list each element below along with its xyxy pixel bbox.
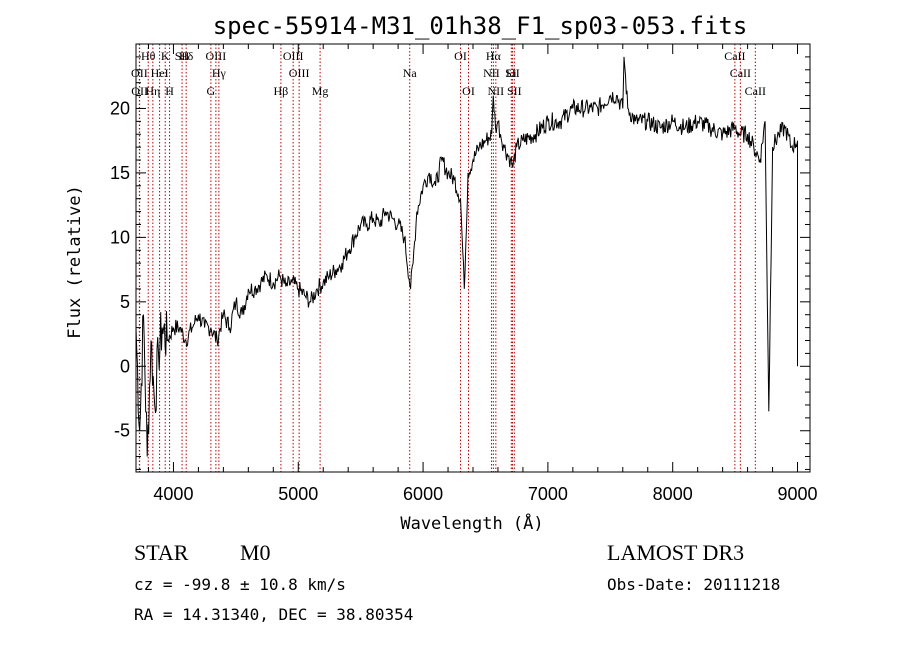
line-label-row2-5: Na xyxy=(403,66,418,80)
line-label-row3-2: H xyxy=(165,84,174,98)
line-label-row1-6: Hα xyxy=(486,49,502,63)
line-label-row1-1: K xyxy=(161,49,170,63)
y-tick-label-5: 20 xyxy=(110,98,130,118)
spectral-lines xyxy=(138,44,756,472)
x-tick-label-0: 4000 xyxy=(153,484,193,504)
x-tick-label-4: 8000 xyxy=(653,484,693,504)
line-label-row2-4: OIII xyxy=(289,66,310,80)
chart-title: spec-55914-M31_01h38_F1_sp03-053.fits xyxy=(213,12,748,40)
line-label-row1-8: CaII xyxy=(724,49,745,63)
plot-frame xyxy=(135,43,811,473)
x-tick-label-5: 9000 xyxy=(777,484,817,504)
line-label-row1-4: OIII xyxy=(283,49,304,63)
line-label-row2-3: Hγ xyxy=(212,66,227,80)
line-label-row3-1: Hη xyxy=(145,84,160,98)
line-label-row3-8: SII xyxy=(507,84,522,98)
y-axis: -5 0 5 10 15 20 xyxy=(110,56,810,470)
object-subclass: M0 xyxy=(240,540,271,565)
object-class: STAR xyxy=(134,540,189,565)
redshift-info: cz = -99.8 ± 10.8 km/s xyxy=(134,575,346,594)
x-axis: 4000 5000 6000 7000 8000 9000 xyxy=(147,44,818,504)
line-label-row1-5: OI xyxy=(454,49,467,63)
line-label-row1-3: OIII xyxy=(206,49,227,63)
spectrum-line xyxy=(135,56,798,457)
line-label-row2-1: HeI xyxy=(151,66,169,80)
y-tick-label-2: 5 xyxy=(120,292,130,312)
line-label-row3-0: OII xyxy=(131,84,148,98)
x-axis-label: Wavelength (Å) xyxy=(400,512,543,534)
line-label-row1-0: Hθ xyxy=(141,49,156,63)
line-label-row2-8: CaII xyxy=(730,66,751,80)
line-label-row2-0: OII xyxy=(131,66,148,80)
y-axis-label: Flux (relative) xyxy=(65,185,85,339)
survey-name: LAMOST DR3 xyxy=(607,540,744,565)
line-label-row3-4: Hβ xyxy=(274,84,289,98)
line-label-row3-7: NII xyxy=(488,84,505,98)
line-label-row2-2: SII xyxy=(505,66,520,80)
line-label-row3-6: OI xyxy=(462,84,475,98)
line-label-row1-2: Hδ xyxy=(179,49,194,63)
x-tick-label-1: 5000 xyxy=(278,484,318,504)
coordinates-info: RA = 14.31340, DEC = 38.80354 xyxy=(134,605,413,624)
line-label-row3-3: G xyxy=(207,84,216,98)
line-label-row2-7: Li xyxy=(506,66,517,80)
x-tick-label-2: 6000 xyxy=(403,484,443,504)
line-label-row3-9: CaII xyxy=(745,84,766,98)
y-tick-label-3: 10 xyxy=(110,227,130,247)
line-label-row3-5: Mg xyxy=(312,84,329,98)
y-tick-label-4: 15 xyxy=(110,163,130,183)
y-tick-label-0: -5 xyxy=(114,421,130,441)
line-label-row2-6: NII xyxy=(483,66,500,80)
line-label-row1-7: SII xyxy=(175,49,190,63)
y-tick-label-1: 0 xyxy=(120,356,130,376)
x-tick-label-3: 7000 xyxy=(528,484,568,504)
observation-date: Obs-Date: 20111218 xyxy=(607,575,780,594)
